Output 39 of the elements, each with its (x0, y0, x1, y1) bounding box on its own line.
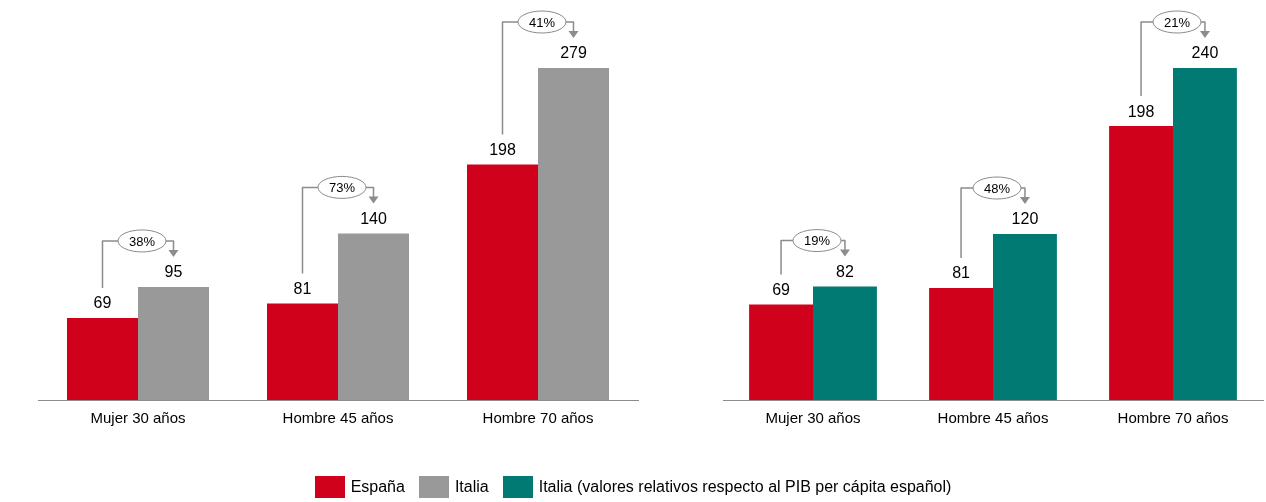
legend-label: Italia (454, 478, 489, 496)
x-tick-label: Mujer 30 años (765, 409, 861, 427)
data-label: 198 (489, 140, 516, 158)
bar (1173, 68, 1237, 400)
bar (538, 68, 609, 400)
x-tick-label: Hombre 45 años (937, 409, 1049, 427)
text: 41% (528, 14, 556, 30)
data-label: 140 (360, 209, 387, 227)
bar (749, 304, 813, 400)
annotation: 73% (328, 179, 356, 195)
bar (813, 286, 877, 400)
bar (467, 164, 538, 400)
annotation: 48% (983, 180, 1011, 196)
x-tick-label: Hombre 70 años (1117, 409, 1229, 427)
data-label: 82 (836, 262, 854, 280)
legend-label: Italia (valores relativos respecto al PIB per cápita español) (538, 478, 952, 496)
data-label: 81 (952, 264, 971, 282)
annotation: 38% (128, 233, 156, 249)
data-label: 120 (1011, 210, 1039, 228)
bar (338, 233, 409, 400)
data-label: 240 (1191, 44, 1219, 62)
annotation: 19% (803, 233, 831, 249)
data-label: 198 (1127, 102, 1155, 120)
text: 21% (1163, 14, 1191, 30)
data-label: 279 (560, 44, 587, 62)
data-label: 69 (772, 280, 791, 298)
bar (138, 286, 209, 400)
x-tick-label: Mujer 30 años (90, 409, 186, 427)
legend-label: España (350, 478, 405, 496)
bar (267, 303, 338, 400)
x-tick-label: Hombre 45 años (282, 409, 394, 427)
data-label: 69 (93, 294, 112, 312)
bar (993, 234, 1057, 400)
bar (1109, 126, 1173, 400)
bar (67, 317, 138, 400)
bar (929, 287, 993, 400)
x-tick-label: Hombre 70 años (482, 409, 594, 427)
data-label: 95 (164, 263, 183, 281)
data-label: 81 (293, 280, 312, 298)
